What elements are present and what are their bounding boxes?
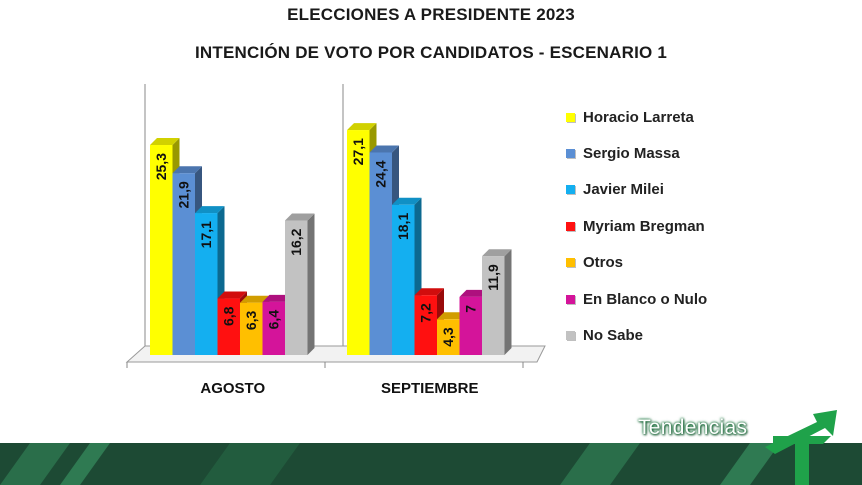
bar-myriam-bregman xyxy=(414,295,437,355)
bar-top-otros xyxy=(240,295,270,303)
bar-top-en-blanco-o-nulo xyxy=(262,294,292,302)
legend-item: Horacio Larreta xyxy=(566,99,766,135)
data-label: 4,3 xyxy=(440,327,456,347)
chart-legend: Horacio Larreta Sergio Massa Javier Milei M… xyxy=(566,99,766,354)
data-label: 7,2 xyxy=(418,303,434,323)
bar-no-sabe xyxy=(482,256,505,355)
data-label: 6,3 xyxy=(243,311,259,331)
legend-label: Sergio Massa xyxy=(583,145,680,163)
bar-en-blanco-o-nulo xyxy=(459,296,482,355)
legend-swatch xyxy=(566,149,575,159)
legend-item: Otros xyxy=(566,245,766,281)
bar-en-blanco-o-nulo xyxy=(262,301,285,355)
bar-otros xyxy=(437,319,460,355)
legend-label: Otros xyxy=(583,254,624,272)
x-tick-label: AGOSTO xyxy=(200,380,265,397)
bar-top-no-sabe xyxy=(482,249,512,257)
bar-myriam-bregman xyxy=(217,298,240,355)
data-label: 17,1 xyxy=(198,221,214,248)
footer-banner xyxy=(0,443,862,485)
data-label: 16,2 xyxy=(288,228,304,255)
legend-swatch xyxy=(566,185,575,195)
legend-label: Javier Milei xyxy=(583,181,664,199)
data-label: 27,1 xyxy=(350,138,366,165)
chart-title: ELECCIONES A PRESIDENTE 2023 xyxy=(287,5,575,24)
data-label: 18,1 xyxy=(395,213,411,240)
bar-top-horacio-larreta xyxy=(347,123,377,131)
legend-item: No Sabe xyxy=(566,317,766,353)
legend-label: Myriam Bregman xyxy=(583,217,705,235)
bar-horacio-larreta xyxy=(347,130,370,355)
trend-arrow-icon xyxy=(765,410,837,485)
data-label: 21,9 xyxy=(176,181,192,208)
data-label: 6,8 xyxy=(221,306,237,326)
bar-no-sabe xyxy=(285,220,308,355)
bar-top-myriam-bregman xyxy=(414,288,444,296)
legend-label: En Blanco o Nulo xyxy=(583,290,708,308)
x-tick-label: SEPTIEMBRE xyxy=(381,380,479,397)
legend-label: Horacio Larreta xyxy=(583,108,694,126)
bar-top-otros xyxy=(437,312,467,320)
bar-top-javier-milei xyxy=(195,206,225,214)
bar-top-sergio-massa xyxy=(369,145,399,153)
bar-javier-milei xyxy=(392,204,415,355)
bar-chart: 25,3 21,9 17,1 6,8 6,3 6,4 16,2 AGOSTO 27,1 24,4 1… xyxy=(125,84,546,397)
bar-sergio-massa xyxy=(172,173,195,355)
legend-swatch xyxy=(566,258,575,268)
chart-subtitle: INTENCIÓN DE VOTO POR CANDIDATOS - ESCEN… xyxy=(194,43,668,62)
bar-top-no-sabe xyxy=(285,213,315,221)
bar-top-javier-milei xyxy=(392,197,422,205)
legend-swatch xyxy=(566,294,575,304)
bar-javier-milei xyxy=(195,213,218,355)
bar-top-sergio-massa xyxy=(172,166,202,174)
data-label: 6,4 xyxy=(266,310,282,330)
banner-stripes xyxy=(0,443,780,485)
data-label: 25,3 xyxy=(153,153,169,180)
legend-swatch xyxy=(566,331,575,341)
legend-swatch xyxy=(566,221,575,231)
bar-top-en-blanco-o-nulo xyxy=(459,289,489,297)
legend-item: En Blanco o Nulo xyxy=(566,281,766,317)
bar-side-no-sabe xyxy=(504,249,512,355)
bar-horacio-larreta xyxy=(150,145,173,355)
data-label: 7 xyxy=(463,305,479,313)
bar-top-myriam-bregman xyxy=(217,291,247,299)
legend-item: Javier Milei xyxy=(566,172,766,208)
brand-logo: Tendencias xyxy=(638,416,748,439)
bar-side-no-sabe xyxy=(307,213,315,355)
legend-label: No Sabe xyxy=(583,327,644,345)
data-label: 11,9 xyxy=(485,264,501,291)
legend-swatch xyxy=(566,112,575,122)
data-label: 24,4 xyxy=(373,160,389,187)
bar-otros xyxy=(240,302,263,355)
legend-item: Myriam Bregman xyxy=(566,208,766,244)
legend-item: Sergio Massa xyxy=(566,135,766,171)
bar-sergio-massa xyxy=(369,152,392,355)
bar-top-horacio-larreta xyxy=(150,138,180,146)
